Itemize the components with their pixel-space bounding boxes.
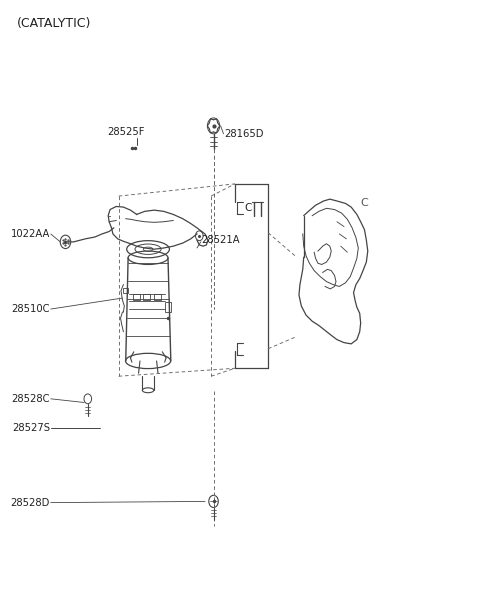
Bar <box>154 294 161 300</box>
Text: (CATALYTIC): (CATALYTIC) <box>17 17 91 31</box>
Bar <box>133 294 140 300</box>
Bar <box>123 288 128 293</box>
Text: 28521A: 28521A <box>202 235 240 245</box>
Text: 28510C: 28510C <box>12 304 50 314</box>
Text: 28165D: 28165D <box>224 129 264 139</box>
Text: 28528D: 28528D <box>11 498 50 507</box>
Text: C: C <box>244 203 252 214</box>
Text: C: C <box>360 198 369 209</box>
Bar <box>144 294 150 300</box>
Text: 28527S: 28527S <box>12 423 50 433</box>
Text: 1022AA: 1022AA <box>11 229 50 239</box>
Bar <box>165 302 171 312</box>
Text: 28525F: 28525F <box>107 127 144 137</box>
Text: 28528C: 28528C <box>12 394 50 404</box>
